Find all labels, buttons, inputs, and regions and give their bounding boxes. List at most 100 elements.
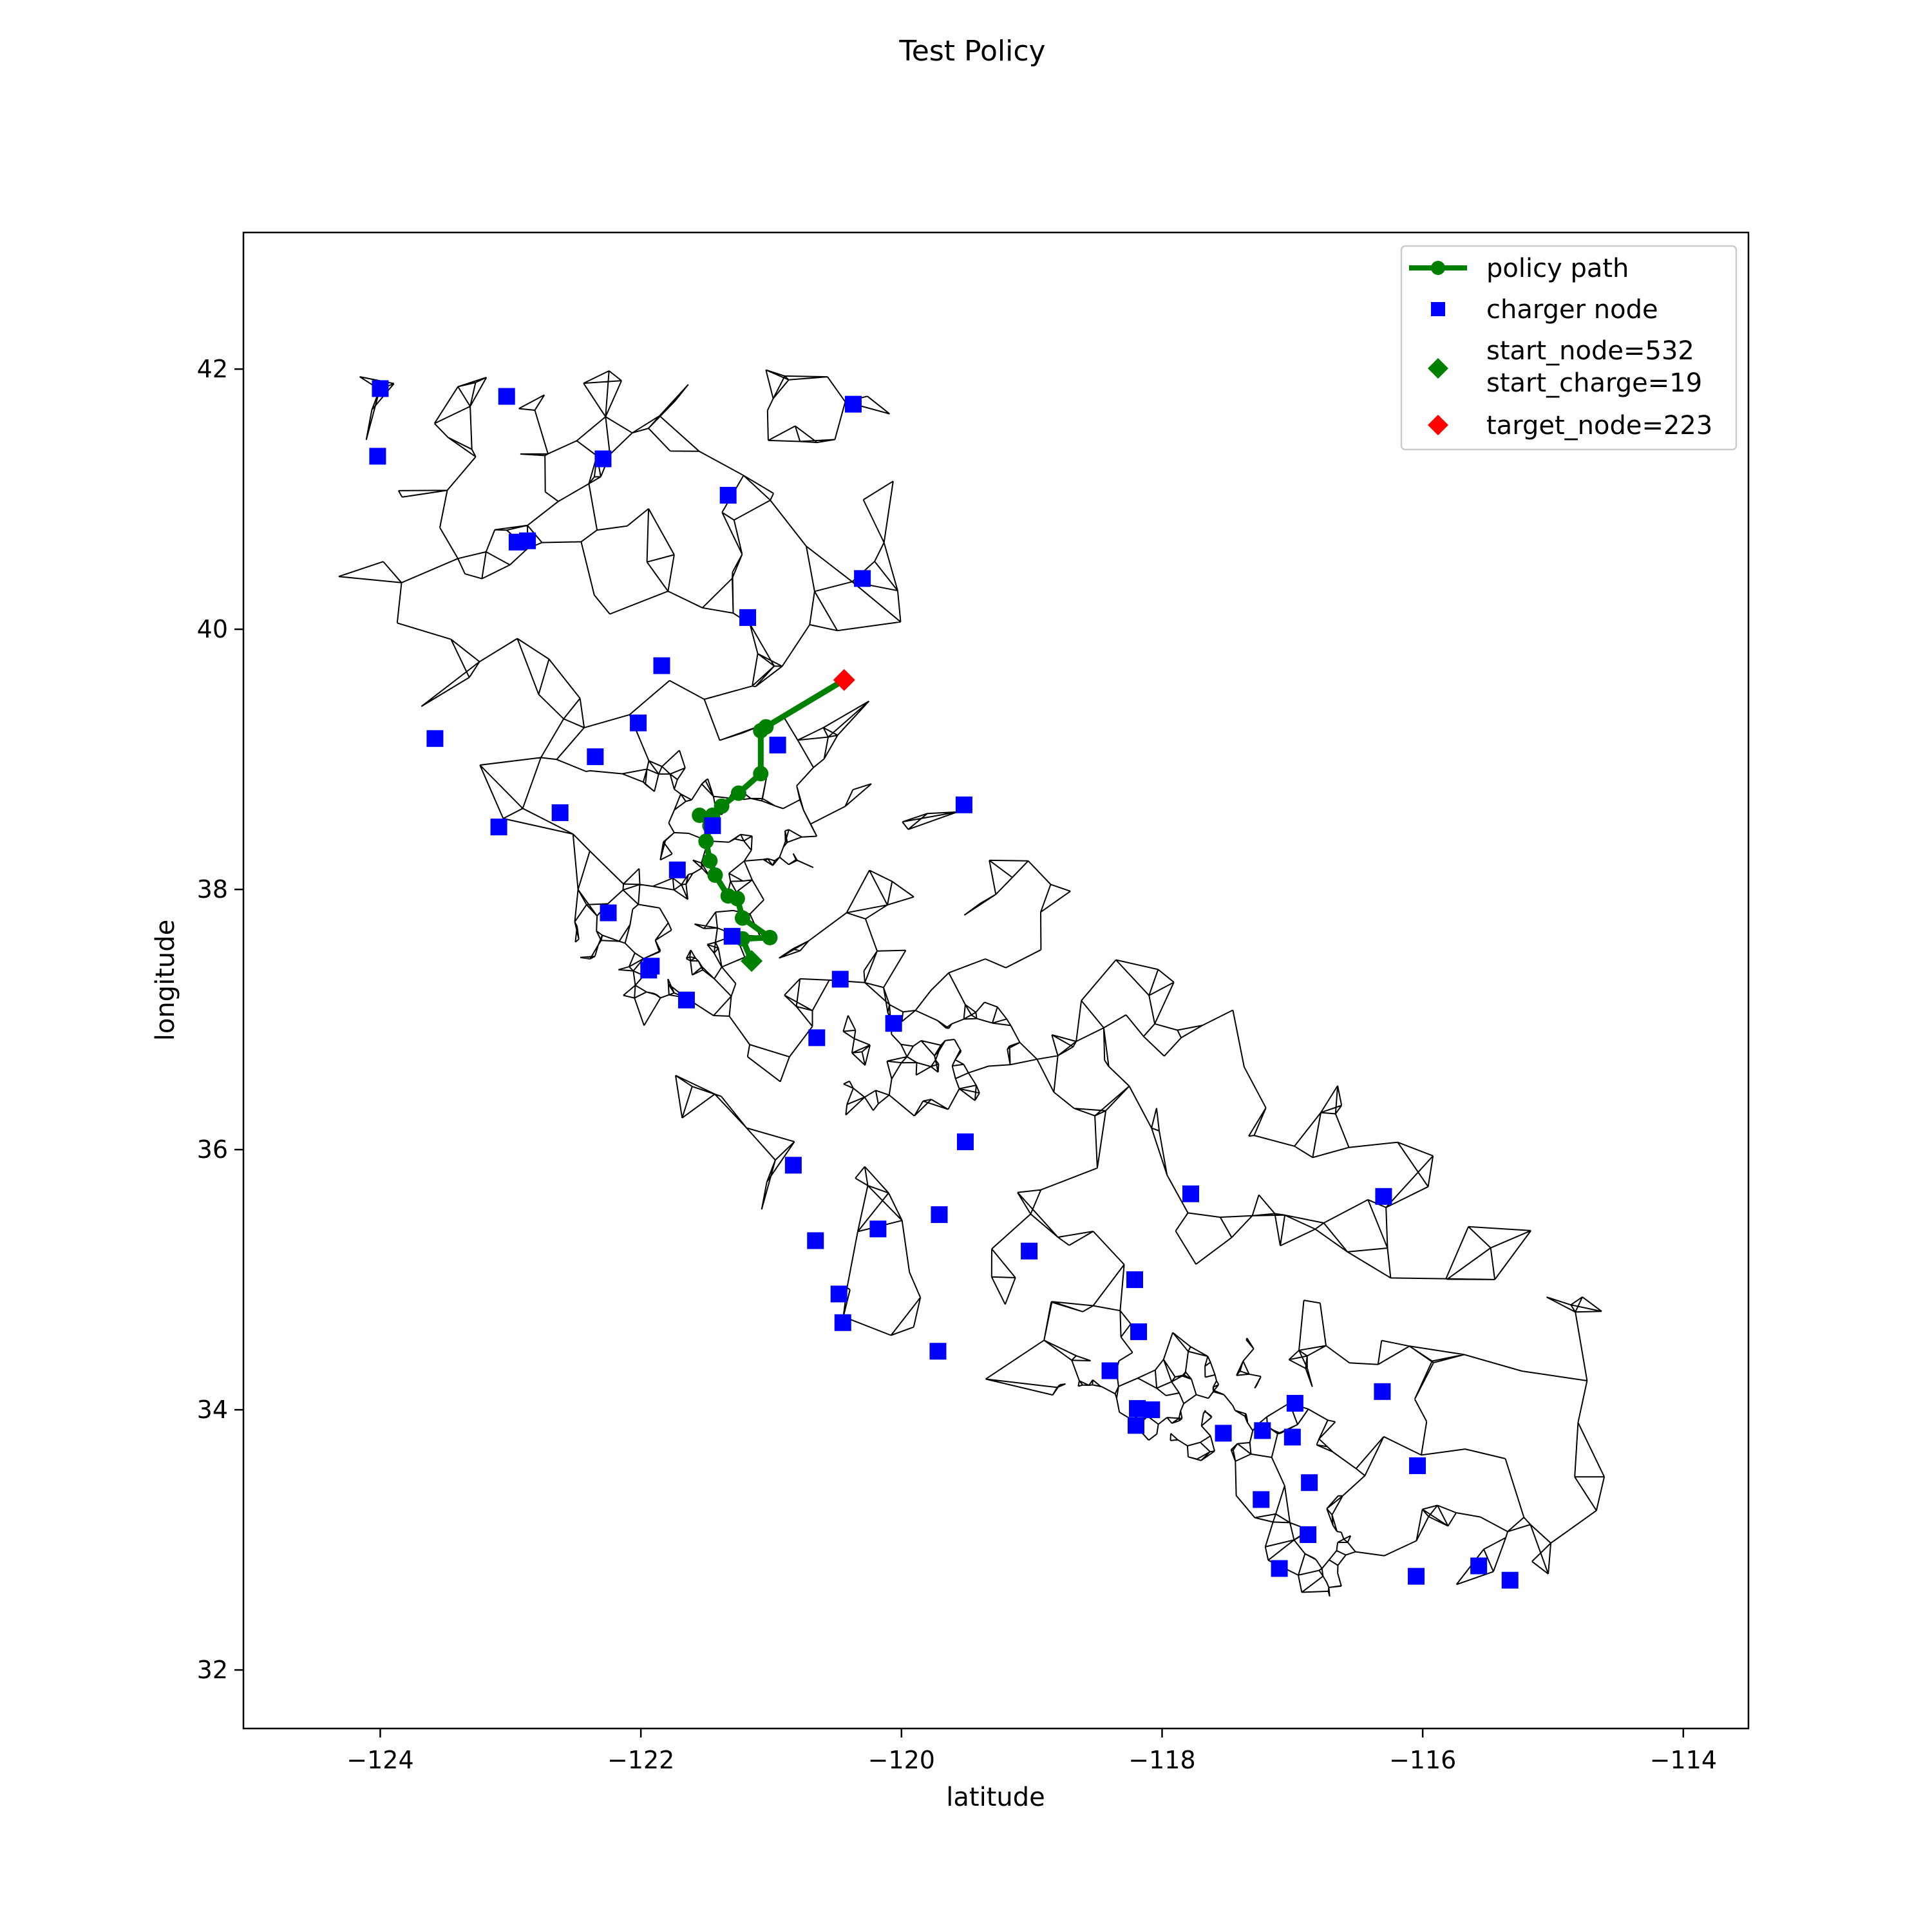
charger-node — [834, 1314, 851, 1331]
plot-area — [338, 369, 1605, 1597]
target-node-marker — [833, 668, 855, 691]
legend-label-charger-node: charger node — [1486, 295, 1658, 325]
charger-node — [594, 450, 612, 468]
charger-node — [653, 657, 670, 674]
charger-node — [490, 819, 507, 836]
start-node-marker — [741, 950, 763, 972]
charger-node — [1101, 1362, 1119, 1379]
charger-node — [1375, 1188, 1392, 1205]
legend-path-marker — [1431, 261, 1445, 275]
charger-node — [1021, 1242, 1038, 1260]
policy-path-point — [702, 853, 718, 869]
x-axis: −124 −122 −120 −118 −116 −114 — [346, 1728, 1717, 1774]
charger-node — [519, 532, 536, 549]
charger-node — [369, 448, 386, 465]
x-tick-label: −120 — [868, 1746, 935, 1774]
charger-node — [1300, 1526, 1317, 1544]
charger-node — [1130, 1323, 1148, 1340]
legend-start-marker — [1428, 358, 1448, 379]
legend-label-policy-path: policy path — [1486, 254, 1629, 283]
charger-node — [1408, 1567, 1425, 1585]
charger-node — [600, 904, 617, 922]
plot-frame — [242, 231, 1750, 1730]
y-tick-label: 34 — [197, 1396, 228, 1424]
charger-node — [929, 1343, 947, 1360]
policy-path-point — [714, 798, 730, 814]
policy-path-point — [762, 929, 778, 945]
policy-path-point — [698, 833, 714, 849]
charger-node — [640, 961, 658, 979]
y-tick-label: 32 — [197, 1656, 228, 1684]
y-tick-label: 36 — [197, 1135, 228, 1164]
charger-node — [869, 1220, 887, 1238]
charger-node — [1286, 1395, 1303, 1412]
charger-node — [808, 1029, 826, 1046]
charger-node — [551, 804, 569, 821]
y-tick-label: 38 — [197, 875, 228, 904]
x-tick-label: −124 — [346, 1746, 413, 1774]
charger-node — [630, 714, 647, 732]
policy-path-point — [730, 785, 746, 801]
charger-node — [1126, 1271, 1143, 1289]
charger-node — [739, 609, 757, 626]
charger-node — [426, 730, 444, 747]
legend-label-target-node: target_node=223 — [1486, 411, 1712, 440]
charger-node — [1128, 1417, 1145, 1434]
legend-target-marker — [1428, 415, 1448, 435]
y-axis-label: longitude — [151, 920, 180, 1041]
charger-node — [784, 1157, 802, 1174]
charger-node — [1253, 1491, 1270, 1508]
charger-node — [830, 1285, 848, 1303]
charger-node — [1271, 1560, 1288, 1577]
x-tick-label: −114 — [1650, 1746, 1717, 1774]
charger-node — [844, 395, 862, 413]
x-tick-label: −122 — [607, 1746, 674, 1774]
charger-node — [769, 736, 786, 753]
charger-node — [1283, 1428, 1301, 1446]
charger-node — [1470, 1557, 1488, 1575]
policy-path-point — [758, 719, 774, 735]
charger-node — [1143, 1401, 1160, 1419]
charger-node — [498, 388, 515, 405]
charger-node — [372, 380, 389, 397]
charger-node — [1501, 1571, 1519, 1589]
legend-box — [1400, 245, 1738, 451]
legend-charger-marker — [1431, 302, 1445, 316]
policy-path-point — [707, 867, 723, 883]
charger-node — [955, 796, 972, 813]
charger-nodes — [369, 380, 1519, 1589]
policy-path-point — [692, 807, 708, 823]
charger-node — [1215, 1425, 1232, 1442]
charger-node — [854, 570, 871, 587]
charger-node — [668, 861, 686, 878]
charger-node — [831, 971, 849, 988]
x-axis-label: latitude — [946, 1783, 1045, 1812]
charger-node — [1129, 1400, 1146, 1417]
charger-node — [1254, 1422, 1271, 1439]
charger-node — [1182, 1185, 1199, 1202]
x-tick-label: −116 — [1389, 1746, 1456, 1774]
legend-label-start: start_node=532 start_charge=19 — [1486, 336, 1703, 398]
legend: policy path charger node start_node=532 … — [1400, 245, 1738, 451]
charger-node — [1301, 1474, 1318, 1492]
charger-node — [587, 748, 604, 766]
charger-node — [807, 1232, 824, 1249]
policy-path-point — [720, 888, 736, 904]
charger-node — [723, 927, 741, 945]
charger-node — [677, 991, 695, 1009]
charger-node — [719, 487, 737, 504]
y-tick-label: 40 — [197, 615, 228, 643]
charger-node — [931, 1206, 948, 1224]
charger-node — [885, 1015, 902, 1032]
legend-label-start-node: start_node=532 — [1486, 336, 1694, 366]
endpoint-nodes — [741, 668, 855, 972]
chart-title: Test Policy — [898, 35, 1045, 68]
charger-node — [956, 1133, 974, 1150]
policy-path-point — [734, 910, 750, 926]
legend-label-start-charge: start_charge=19 — [1486, 368, 1702, 398]
y-tick-label: 42 — [197, 355, 228, 383]
charger-node — [1409, 1457, 1426, 1474]
x-tick-label: −118 — [1128, 1746, 1195, 1774]
policy-path-point — [753, 766, 769, 782]
